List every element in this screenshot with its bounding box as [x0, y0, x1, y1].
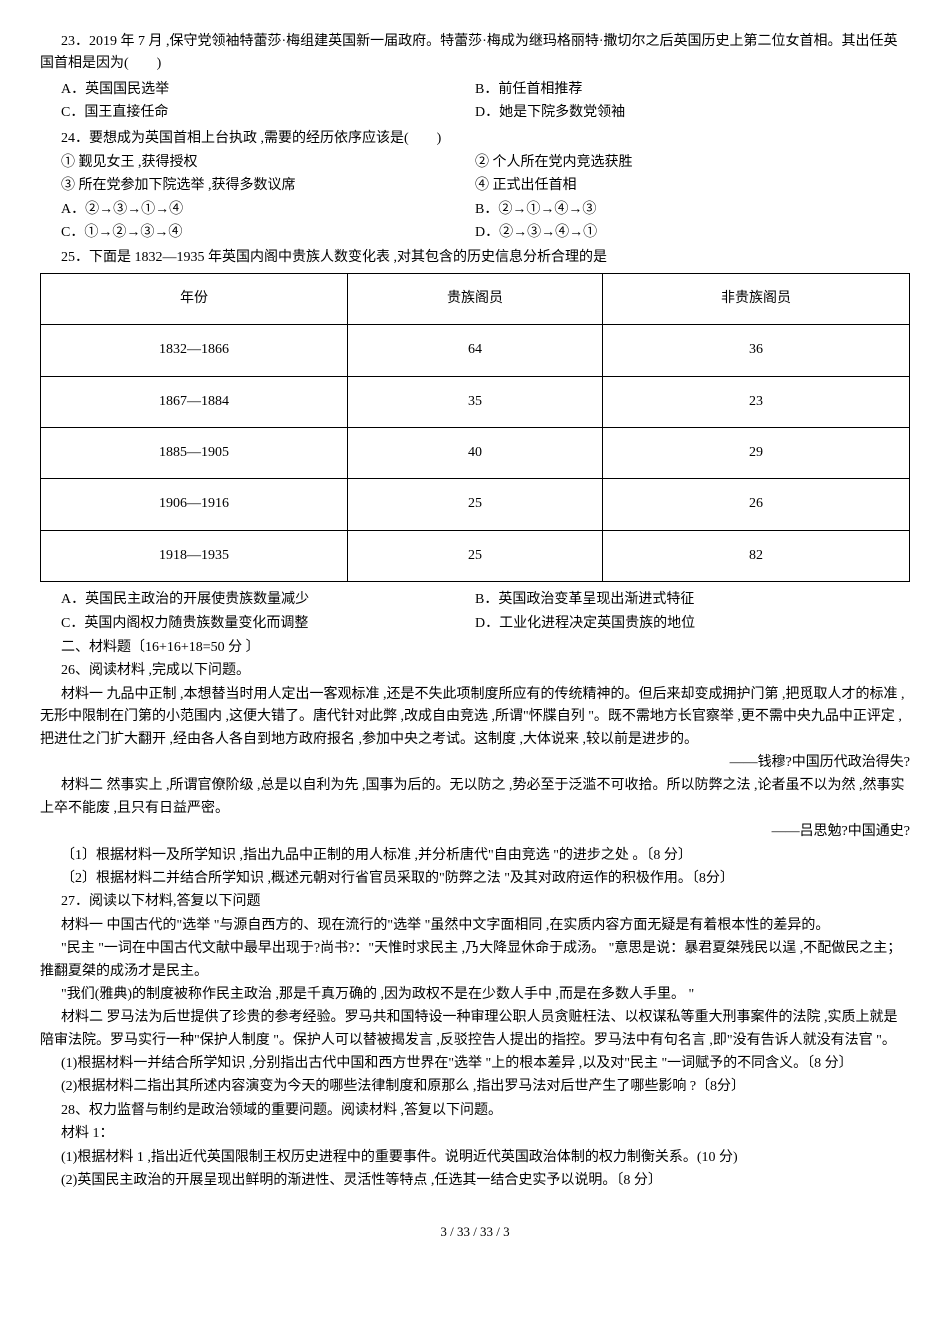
q26-opener: 26、阅读材料 ,完成以下问题。 — [40, 660, 910, 682]
q27-sub2: (2)根据材料二指出其所述内容演变为今天的哪些法律制度和原那么 ,指出罗马法对后… — [40, 1076, 910, 1098]
q24-stem: 24．要想成为英国首相上台执政 ,需要的经历依序应该是( ) — [40, 128, 910, 150]
q28-m1: 材料 1： — [40, 1123, 910, 1145]
table-cell: 26 — [603, 479, 910, 530]
table-cell: 35 — [347, 376, 602, 427]
q26-sub2: 〔2〕根据材料二并结合所学知识 ,概述元朝对行省官员采取的"防弊之法 "及其对政… — [40, 868, 910, 890]
q24-lines: ① 觐见女王 ,获得授权 ③ 所在党参加下院选举 ,获得多数议席 A．②→③→①… — [40, 151, 910, 246]
table-head-row: 年份 贵族阁员 非贵族阁员 — [41, 273, 910, 324]
table-row: 1918—1935 25 82 — [41, 530, 910, 581]
table-cell: 64 — [347, 325, 602, 376]
q26-sub1: 〔1〕根据材料一及所学知识 ,指出九品中正制的用人标准 ,并分析唐代"自由竞选 … — [40, 845, 910, 867]
q28-opener: 28、权力监督与制约是政治领域的重要问题。阅读材料 ,答复以下问题。 — [40, 1100, 910, 1122]
q25-options: A．英国民主政治的开展使贵族数量减少 C．英国内阁权力随贵族数量变化而调整 B．… — [40, 588, 910, 636]
table-cell: 1918—1935 — [41, 530, 348, 581]
table-row: 1832—1866 64 36 — [41, 325, 910, 376]
q23-optA: A．英国国民选举 — [40, 79, 475, 101]
table-cell: 1906—1916 — [41, 479, 348, 530]
q26-m1: 材料一 九品中正制 ,本想替当时用人定出一客观标准 ,还是不失此项制度所应有的传… — [40, 684, 910, 751]
q28-sub1: (1)根据材料 1 ,指出近代英国限制王权历史进程中的重要事件。说明近代英国政治… — [40, 1147, 910, 1169]
section2-title: 二、材料题〔16+16+18=50 分 〕 — [40, 637, 910, 659]
q23-optC: C．国王直接任命 — [40, 102, 475, 124]
q23-optD: D．她是下院多数党领袖 — [475, 102, 910, 124]
q23-stem: 23．2019 年 7 月 ,保守党领袖特蕾莎·梅组建英国新一届政府。特蕾莎·梅… — [40, 31, 910, 76]
q23-options: A．英国国民选举 C．国王直接任命 B．前任首相推荐 D．她是下院多数党领袖 — [40, 77, 910, 127]
table-cell: 29 — [603, 428, 910, 479]
q28-sub2: (2)英国民主政治的开展呈现出鲜明的渐进性、灵活性等特点 ,任选其一结合史实予以… — [40, 1170, 910, 1192]
table-cell: 1867—1884 — [41, 376, 348, 427]
q27-m1a: 材料一 中国古代的"选举 "与源自西方的、现在流行的"选举 "虽然中文字面相同 … — [40, 915, 910, 937]
table-cell: 25 — [347, 530, 602, 581]
q27-m2: 材料二 罗马法为后世提供了珍贵的参考经验。罗马共和国特设一种审理公职人员贪赃枉法… — [40, 1007, 910, 1052]
table-cell: 1832—1866 — [41, 325, 348, 376]
q27-opener: 27．阅读以下材料,答复以下问题 — [40, 891, 910, 913]
q25-B: B．英国政治变革呈现出渐进式特征 — [475, 589, 910, 611]
table-cell: 23 — [603, 376, 910, 427]
q24-D: D．②→③→④→① — [475, 222, 910, 244]
q25-D: D．工业化进程决定英国贵族的地位 — [475, 613, 910, 635]
q27-sub1: (1)根据材料一并结合所学知识 ,分别指出古代中国和西方世界在"选举 "上的根本… — [40, 1053, 910, 1075]
table-head-cell: 年份 — [41, 273, 348, 324]
q26-src2: ——吕思勉?中国通史? — [40, 821, 910, 843]
q27-m1b: "民主 "一词在中国古代文献中最早出现于?尚书?："天惟时求民主 ,乃大降显休命… — [40, 938, 910, 983]
table-row: 1867—1884 35 23 — [41, 376, 910, 427]
q24-l1: ① 觐见女王 ,获得授权 — [40, 152, 475, 174]
table-head-cell: 贵族阁员 — [347, 273, 602, 324]
q24-l4: ④ 正式出任首相 — [475, 175, 910, 197]
table-cell: 40 — [347, 428, 602, 479]
q24-l3: ③ 所在党参加下院选举 ,获得多数议席 — [40, 175, 475, 197]
table-cell: 25 — [347, 479, 602, 530]
q24-B: B．②→①→④→③ — [475, 199, 910, 221]
q24-A: A．②→③→①→④ — [40, 199, 475, 221]
q23-optB: B．前任首相推荐 — [475, 79, 910, 101]
q25-C: C．英国内阁权力随贵族数量变化而调整 — [40, 613, 475, 635]
q25-stem: 25．下面是 1832—1935 年英国内阁中贵族人数变化表 ,对其包含的历史信… — [40, 247, 910, 269]
table-cell: 1885—1905 — [41, 428, 348, 479]
page-number: 3 / 33 / 33 / 3 — [40, 1222, 910, 1243]
q26-m2: 材料二 然事实上 ,所谓官僚阶级 ,总是以自利为先 ,国事为后的。无以防之 ,势… — [40, 775, 910, 820]
table-cell: 82 — [603, 530, 910, 581]
q24-l2: ② 个人所在党内竞选获胜 — [475, 152, 910, 174]
q25-A: A．英国民主政治的开展使贵族数量减少 — [40, 589, 475, 611]
table-row: 1885—1905 40 29 — [41, 428, 910, 479]
table-cell: 36 — [603, 325, 910, 376]
table-row: 1906—1916 25 26 — [41, 479, 910, 530]
q26-src1: ——钱穆?中国历代政治得失? — [40, 752, 910, 774]
q25-table: 年份 贵族阁员 非贵族阁员 1832—1866 64 36 1867—1884 … — [40, 273, 910, 582]
q24-C: C．①→②→③→④ — [40, 222, 475, 244]
table-head-cell: 非贵族阁员 — [603, 273, 910, 324]
q27-m1c: "我们(雅典)的制度被称作民主政治 ,那是千真万确的 ,因为政权不是在少数人手中… — [40, 984, 910, 1006]
